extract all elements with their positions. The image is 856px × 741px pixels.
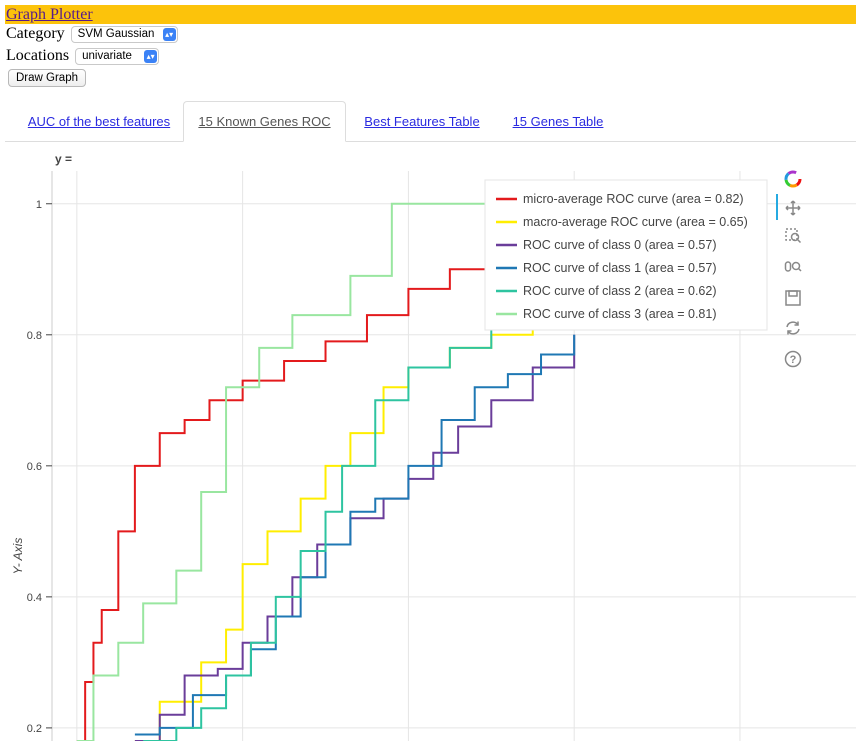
tab-15-known-genes-roc[interactable]: 15 Known Genes ROC	[183, 101, 346, 142]
locations-row: Locations univariate ▴▾	[6, 46, 160, 66]
legend-entry: ROC curve of class 1 (area = 0.57)	[523, 261, 716, 275]
locations-value: univariate	[82, 50, 132, 62]
header-bar: Graph Plotter	[5, 5, 856, 24]
series-line-0	[76, 243, 534, 741]
legend-box	[484, 179, 768, 331]
category-row: Category SVM Gaussian ▴▾	[6, 24, 178, 44]
series-line-5	[76, 202, 533, 741]
series-line-1	[134, 321, 534, 741]
legend-entry: macro-average ROC curve (area = 0.65)	[523, 215, 748, 229]
chart-title: y =	[55, 152, 72, 166]
legend-entry: ROC curve of class 0 (area = 0.57)	[523, 238, 716, 252]
tab-15-genes-table[interactable]: 15 Genes Table	[512, 113, 604, 129]
category-value: SVM Gaussian	[77, 28, 155, 40]
tab-bar: AUC of the best features 15 Known Genes …	[5, 101, 856, 142]
app-title-link[interactable]: Graph Plotter	[6, 6, 93, 23]
reset-icon[interactable]	[784, 319, 802, 337]
legend-entry: ROC curve of class 2 (area = 0.62)	[523, 284, 716, 298]
bokeh-logo-icon[interactable]	[784, 170, 802, 188]
category-select[interactable]: SVM Gaussian ▴▾	[70, 25, 178, 43]
legend: micro-average ROC curve (area = 0.82) mac…	[484, 179, 768, 331]
help-icon[interactable]: ?	[784, 350, 802, 368]
chevron-updown-icon: ▴▾	[162, 27, 176, 41]
y-tick-label: 1	[36, 199, 42, 211]
tab-best-features-table[interactable]: Best Features Table	[364, 113, 480, 129]
locations-select[interactable]: univariate ▴▾	[75, 47, 160, 65]
locations-label: Locations	[6, 47, 70, 64]
y-tick-label: 0.6	[27, 461, 42, 473]
box-zoom-icon[interactable]	[784, 227, 802, 245]
y-tick-label: 0.2	[27, 723, 42, 735]
legend-entry: ROC curve of class 3 (area = 0.81)	[523, 307, 716, 321]
save-icon[interactable]	[784, 289, 802, 307]
tab-auc-best-features[interactable]: AUC of the best features	[27, 113, 171, 129]
series-line-4	[143, 282, 576, 741]
chevron-updown-icon: ▴▾	[144, 49, 158, 63]
y-tick-label: 0.4	[27, 592, 42, 604]
category-label: Category	[6, 25, 65, 42]
y-ticks: 0.2 0.4 0.6 0.8 1	[27, 199, 52, 735]
series-lines	[76, 202, 576, 741]
roc-chart[interactable]: y = Y- Axis 0.2 0.4 0.6 0.8 1 micro-average …	[0, 141, 856, 741]
legend-entry: micro-average ROC curve (area = 0.82)	[523, 192, 744, 206]
pan-icon[interactable]	[784, 199, 802, 217]
wheel-zoom-icon[interactable]	[784, 258, 802, 276]
svg-text:?: ?	[790, 354, 797, 366]
draw-graph-button[interactable]: Draw Graph	[8, 69, 86, 87]
y-tick-label: 0.8	[27, 330, 42, 342]
active-tool-indicator	[776, 194, 778, 220]
y-axis-label: Y- Axis	[11, 538, 25, 575]
